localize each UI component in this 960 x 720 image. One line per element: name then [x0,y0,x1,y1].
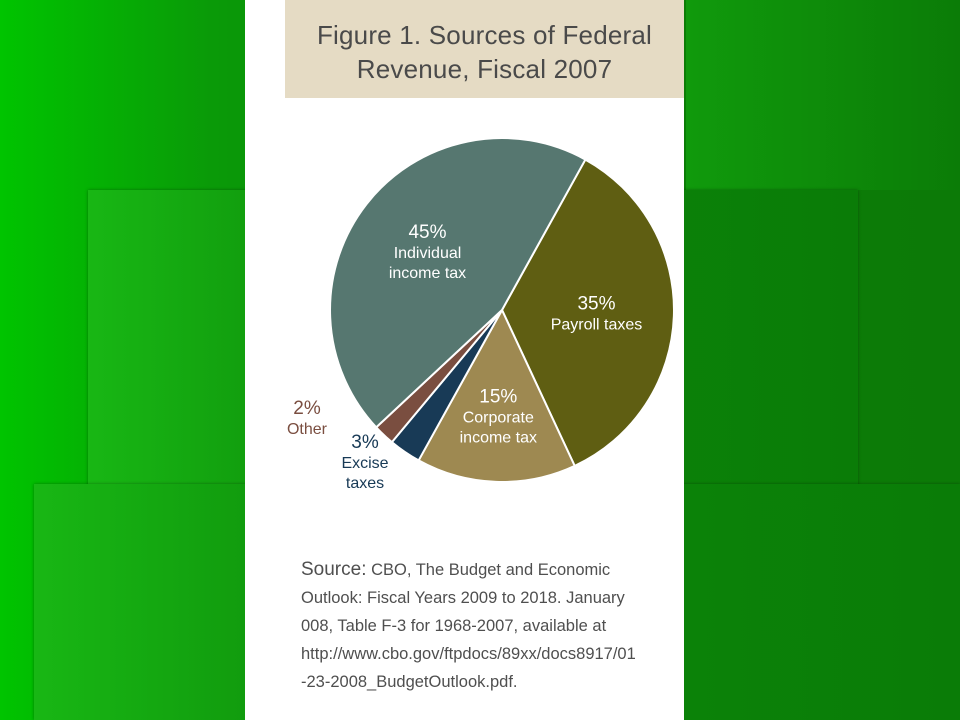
pie-slice-corporate-income-tax [417,307,577,483]
pie-label-text: Other [287,421,328,438]
pie-label-text: Corporate [463,410,534,427]
pie-label-percent: 2% [293,398,321,419]
pie-slice-payroll-taxes [500,158,675,468]
pie-label-corporate-income-tax: 15% Corporate income tax [460,387,537,447]
figure-title-line-2: Revenue, Fiscal 2007 [356,54,613,84]
pie-label-percent: 35% [577,293,615,314]
figure-panel: Figure 1. Sources of Federal Revenue, Fi… [245,0,684,720]
pie-slice-individual-income-tax [329,137,587,429]
pie-label-excise-taxes: 3% Excise taxes [341,432,388,492]
pie-label-text: Payroll taxes [551,316,643,333]
background-band-top-right [686,0,960,190]
pie-label-other: 2% Other [287,398,328,438]
pie-label-percent: 3% [351,432,379,453]
pie-label-percent: 45% [408,222,446,243]
source-text-1: CBO, The Budget and Economic [371,561,611,579]
chart-area: 45% Individual income tax 35% Payroll taxes 1… [285,98,684,720]
pie-label-text: income tax [389,265,466,282]
source-line-5: -23-2008_BudgetOutlook.pdf. [301,673,518,691]
pie-label-text: income tax [460,430,537,447]
source-note: Source: CBO, The Budget and Economic Out… [301,556,681,696]
pie-label-text: Excise [341,455,388,472]
pie-chart: 45% Individual income tax 35% Payroll taxes 1… [287,137,675,492]
pie-label-text: taxes [346,475,384,492]
source-label: Source: [301,559,367,580]
source-line-3: 008, Table F-3 for 1968-2007, available … [301,617,607,635]
figure-title-line-1: Figure 1. Sources of Federal [316,20,653,50]
source-line-2: Outlook: Fiscal Years 2009 to 2018. Janu… [301,589,625,607]
source-line-1: Source: CBO, The Budget and Economic [301,556,681,584]
figure-title-box: Figure 1. Sources of Federal Revenue, Fi… [285,0,684,98]
pie-label-percent: 15% [479,387,517,408]
pie-label-payroll-taxes: 35% Payroll taxes [551,293,643,333]
pie-label-text: Individual [394,245,462,262]
source-line-4: http://www.cbo.gov/ftpdocs/89xx/docs8917… [301,645,636,663]
pie-label-individual-income-tax: 45% Individual income tax [389,222,466,282]
